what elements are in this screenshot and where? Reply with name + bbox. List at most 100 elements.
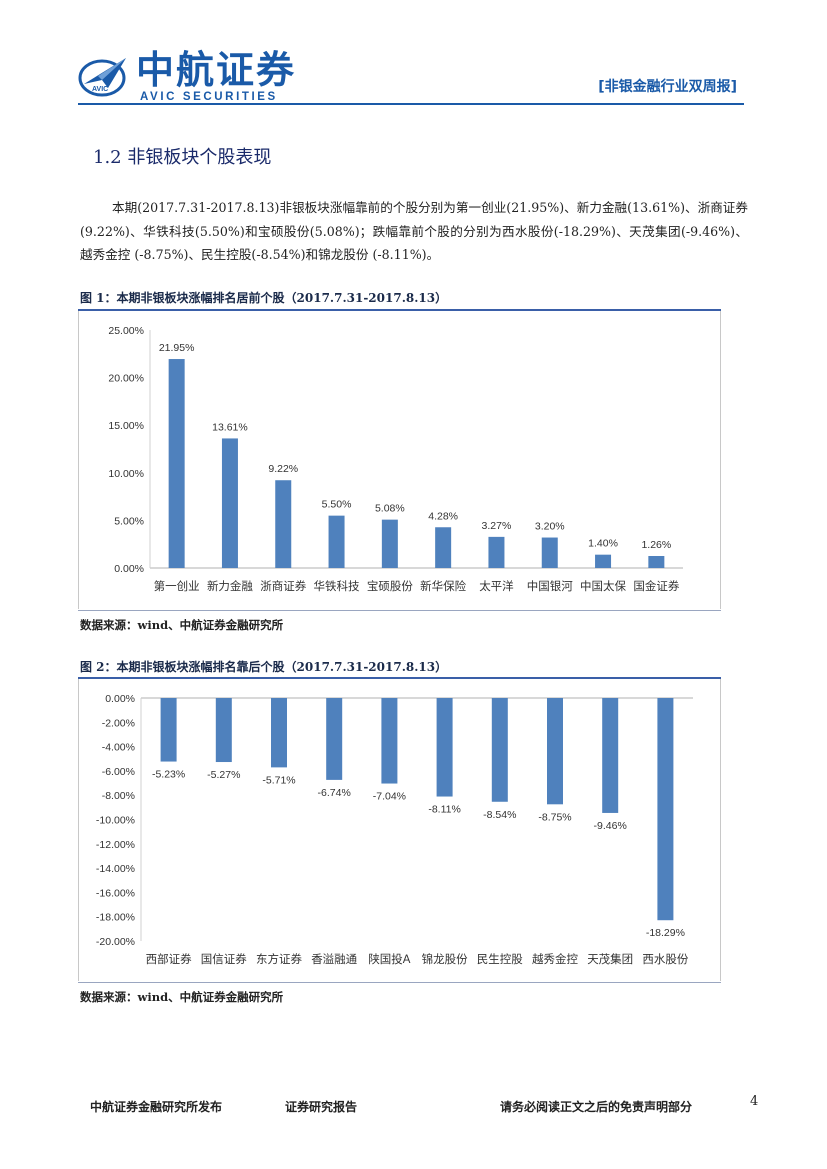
bar xyxy=(381,519,398,568)
y-tick-label: 20.00% xyxy=(108,373,144,385)
x-tick-label: 浙商证券 xyxy=(260,579,306,593)
body-paragraph: 本期(2017.7.31-2017.8.13)非银板块涨幅靠前的个股分别为第一创… xyxy=(80,200,748,262)
data-label: 5.08% xyxy=(375,503,405,515)
y-tick-label: 15.00% xyxy=(108,420,144,432)
data-label: 3.20% xyxy=(535,521,565,533)
x-tick-label: 第一创业 xyxy=(154,579,200,593)
figure1-source: 数据来源：wind、中航证券金融研究所 xyxy=(80,618,284,632)
x-tick-label: 中国太保 xyxy=(580,579,626,593)
bar xyxy=(657,698,674,921)
footer-disclaimer: 请务必阅读正文之后的免责声明部分 xyxy=(500,1100,693,1114)
y-tick-label: -16.00% xyxy=(96,887,135,899)
figure1-chart: 0.00% 5.00% 10.00% 15.00% 20.00% 25.00% 21.95… xyxy=(108,325,683,593)
data-label: -5.23% xyxy=(152,769,185,781)
bar xyxy=(381,698,398,784)
data-label: -8.75% xyxy=(538,811,571,823)
brand-name-cn: 中航证券 xyxy=(136,48,297,92)
bar xyxy=(168,359,185,568)
brand-name-en: AVIC SECURITIES xyxy=(140,91,278,103)
bar xyxy=(541,537,558,568)
x-tick-label: 国金证券 xyxy=(633,579,679,593)
x-tick-label: 东方证券 xyxy=(256,952,302,966)
data-label: -8.11% xyxy=(428,804,461,816)
page-number: 4 xyxy=(750,1094,759,1109)
x-tick-label: 西部证券 xyxy=(146,952,192,966)
report-type-label: [非银金融行业双周报] xyxy=(598,79,737,95)
data-label: 5.50% xyxy=(322,499,352,511)
footer-report-kind: 证券研究报告 xyxy=(285,1100,358,1114)
y-tick-label: -2.00% xyxy=(102,717,135,729)
data-label: 9.22% xyxy=(268,463,298,475)
x-tick-label: 陕国投A xyxy=(368,952,410,966)
figure1-bottom-rule xyxy=(78,610,721,611)
figure1-chart-frame: 0.00% 5.00% 10.00% 15.00% 20.00% 25.00% 21.95… xyxy=(78,311,721,609)
y-tick-label: -10.00% xyxy=(96,815,135,827)
figure2-source: 数据来源：wind、中航证券金融研究所 xyxy=(80,990,284,1004)
data-label: 3.27% xyxy=(482,520,512,532)
bar xyxy=(221,438,238,568)
figure2-chart-frame: 0.00% -2.00% -4.00% -6.00% -8.00% -10.00% -12.… xyxy=(78,679,721,981)
bar xyxy=(547,698,563,805)
section-title: 1.2 非银板块个股表现 xyxy=(93,147,272,168)
x-tick-label: 中国银河 xyxy=(527,579,573,593)
x-tick-label: 民生控股 xyxy=(477,952,523,966)
bar xyxy=(436,698,453,797)
bar xyxy=(328,515,345,568)
data-label: 4.28% xyxy=(428,510,458,522)
footer-publisher: 中航证券金融研究所发布 xyxy=(90,1100,223,1114)
x-tick-label: 华铁科技 xyxy=(314,579,360,593)
bar xyxy=(435,527,452,568)
figure1-top-rule xyxy=(78,309,721,311)
data-label: -18.29% xyxy=(646,927,685,939)
data-label: 1.26% xyxy=(641,539,671,551)
bar xyxy=(326,698,343,780)
x-tick-label: 新力金融 xyxy=(207,579,253,593)
y-tick-label: 0.00% xyxy=(105,693,135,705)
data-label: 1.40% xyxy=(588,538,618,550)
y-tick-label: -20.00% xyxy=(96,936,135,948)
data-label: -8.54% xyxy=(483,809,516,821)
x-tick-label: 天茂集团 xyxy=(587,952,633,966)
bar xyxy=(602,698,619,813)
x-tick-label: 西水股份 xyxy=(642,953,688,966)
x-tick-label: 国信证券 xyxy=(201,952,247,966)
bar xyxy=(215,698,232,763)
bar xyxy=(648,556,665,568)
y-tick-label: 25.00% xyxy=(108,325,144,337)
data-label: 21.95% xyxy=(159,342,195,354)
figure2-caption: 图 2：本期非银板块涨幅排名靠后个股（2017.7.31-2017.8.13） xyxy=(80,660,448,674)
data-label: 13.61% xyxy=(212,421,248,433)
x-tick-label: 宝硕股份 xyxy=(367,579,413,593)
bar xyxy=(488,536,505,568)
y-tick-label: -12.00% xyxy=(96,839,135,851)
y-tick-label: -6.00% xyxy=(102,766,135,778)
y-tick-label: -4.00% xyxy=(102,742,135,754)
data-label: -7.04% xyxy=(373,791,406,803)
data-label: -5.71% xyxy=(262,774,295,786)
y-tick-label: 10.00% xyxy=(108,468,144,480)
bar xyxy=(491,698,508,802)
y-tick-label: -8.00% xyxy=(102,790,135,802)
bar xyxy=(160,698,177,762)
figure2-top-rule xyxy=(78,677,721,679)
logo-text: AVIC xyxy=(92,86,108,93)
x-tick-label: 锦龙股份 xyxy=(422,952,468,966)
y-tick-label: 5.00% xyxy=(114,515,144,527)
bar xyxy=(275,480,292,568)
y-tick-label: 0.00% xyxy=(114,563,144,575)
figure1-caption: 图 1：本期非银板块涨幅排名居前个股（2017.7.31-2017.8.13） xyxy=(80,291,448,305)
figure2-chart: 0.00% -2.00% -4.00% -6.00% -8.00% -10.00% -12.… xyxy=(96,693,693,966)
bar xyxy=(271,698,287,768)
figure2-bottom-rule xyxy=(78,982,721,983)
y-tick-label: -14.00% xyxy=(96,863,135,875)
x-tick-label: 新华保险 xyxy=(420,579,466,593)
x-tick-label: 香溢融通 xyxy=(311,952,357,966)
bar xyxy=(595,554,612,568)
avic-logo-icon: AVIC xyxy=(78,54,130,98)
data-label: -6.74% xyxy=(318,787,351,799)
y-tick-label: -18.00% xyxy=(96,912,135,924)
x-tick-label: 越秀金控 xyxy=(532,952,578,966)
x-tick-label: 太平洋 xyxy=(479,579,514,593)
header-divider xyxy=(78,103,744,105)
data-label: -5.27% xyxy=(207,769,240,781)
